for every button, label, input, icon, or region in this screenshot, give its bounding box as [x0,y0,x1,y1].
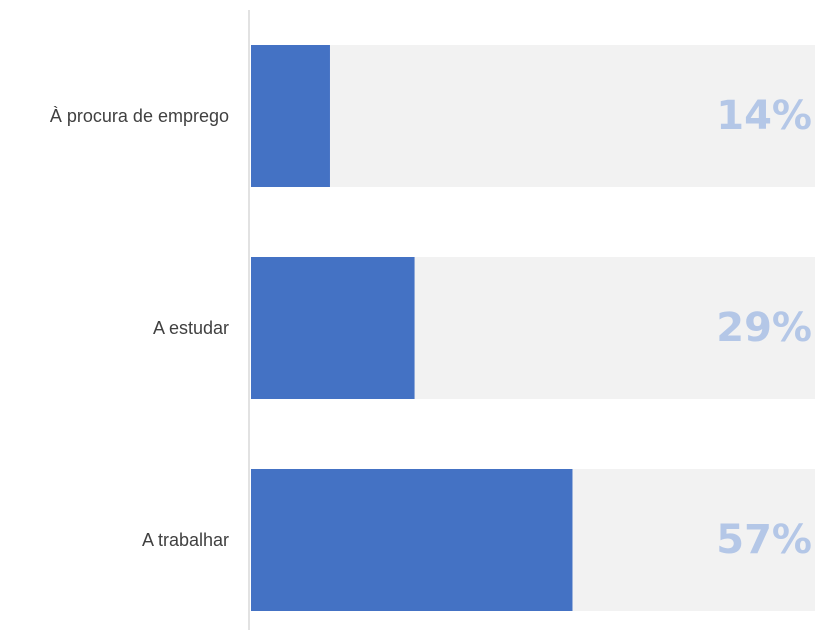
bar [251,469,573,611]
data-label: 14% [716,93,812,139]
category-label: A estudar [153,318,229,338]
category-label: À procura de emprego [50,106,229,126]
bar-track [251,45,815,187]
data-label: 57% [716,517,812,563]
bar-rows: À procura de emprego 14% A estudar 29% A tra… [50,45,815,611]
bar [251,257,415,399]
category-label: A trabalhar [142,530,229,550]
bar-row: À procura de emprego 14% [50,45,815,187]
bar-row: A trabalhar 57% [142,469,815,611]
bar-row: A estudar 29% [153,257,815,399]
data-label: 29% [716,305,812,351]
bar [251,45,330,187]
